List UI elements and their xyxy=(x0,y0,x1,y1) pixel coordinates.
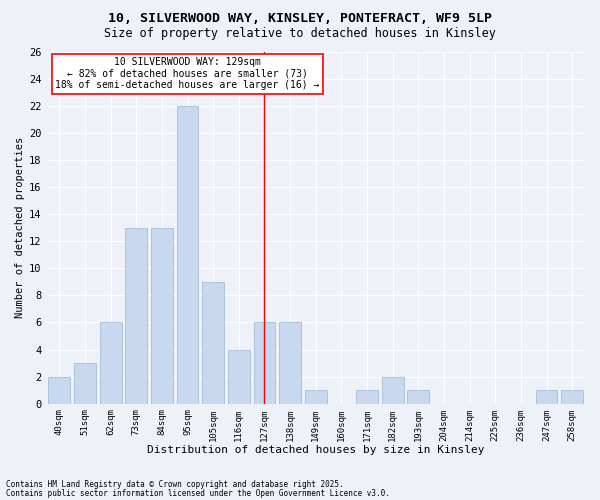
Text: 10 SILVERWOOD WAY: 129sqm
← 82% of detached houses are smaller (73)
18% of semi-: 10 SILVERWOOD WAY: 129sqm ← 82% of detac… xyxy=(55,57,320,90)
Text: Size of property relative to detached houses in Kinsley: Size of property relative to detached ho… xyxy=(104,28,496,40)
Y-axis label: Number of detached properties: Number of detached properties xyxy=(15,137,25,318)
Text: Contains public sector information licensed under the Open Government Licence v3: Contains public sector information licen… xyxy=(6,489,390,498)
Bar xyxy=(305,390,326,404)
Bar xyxy=(536,390,557,404)
Bar xyxy=(100,322,122,404)
Bar xyxy=(407,390,429,404)
Text: 10, SILVERWOOD WAY, KINSLEY, PONTEFRACT, WF9 5LP: 10, SILVERWOOD WAY, KINSLEY, PONTEFRACT,… xyxy=(108,12,492,26)
Bar xyxy=(125,228,147,404)
Bar xyxy=(254,322,275,404)
Text: Contains HM Land Registry data © Crown copyright and database right 2025.: Contains HM Land Registry data © Crown c… xyxy=(6,480,344,489)
Bar xyxy=(49,376,70,404)
Bar xyxy=(202,282,224,404)
Bar xyxy=(356,390,378,404)
Bar xyxy=(176,106,199,404)
Bar xyxy=(228,350,250,404)
Bar xyxy=(151,228,173,404)
Bar xyxy=(279,322,301,404)
X-axis label: Distribution of detached houses by size in Kinsley: Distribution of detached houses by size … xyxy=(147,445,485,455)
Bar xyxy=(74,363,96,404)
Bar xyxy=(561,390,583,404)
Bar xyxy=(382,376,404,404)
